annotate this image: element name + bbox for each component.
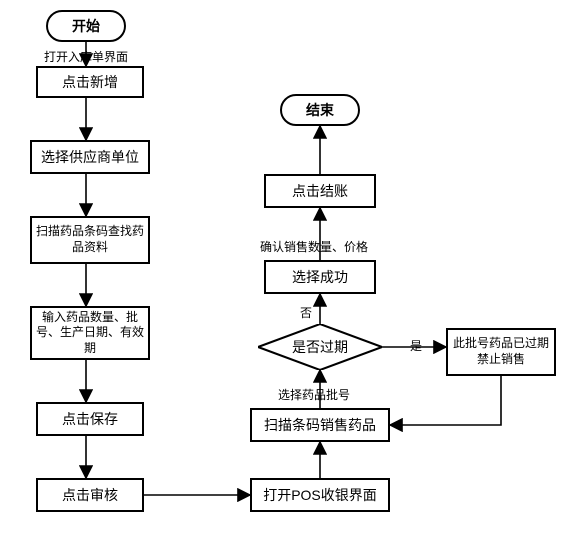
end-label: 结束 <box>306 101 334 119</box>
checkout-node: 点击结账 <box>264 174 376 208</box>
start-node: 开始 <box>46 10 126 42</box>
audit-label: 点击审核 <box>62 486 118 504</box>
forbid-node: 此批号药品已过期禁止销售 <box>446 328 556 376</box>
open-pos-label: 打开POS收银界面 <box>263 486 377 504</box>
save-label: 点击保存 <box>62 410 118 428</box>
checkout-label: 点击结账 <box>292 182 348 200</box>
select-supplier-label: 选择供应商单位 <box>41 148 139 166</box>
scan-lookup-node: 扫描药品条码查找药品资料 <box>30 216 150 264</box>
input-info-label: 输入药品数量、批号、生产日期、有效期 <box>32 310 148 357</box>
expired-decision: 是否过期 <box>258 324 382 370</box>
no-label: 否 <box>300 304 312 321</box>
end-node: 结束 <box>280 94 360 126</box>
forbid-label: 此批号药品已过期禁止销售 <box>448 336 554 367</box>
save-node: 点击保存 <box>36 402 144 436</box>
expired-label: 是否过期 <box>258 337 382 357</box>
select-ok-node: 选择成功 <box>264 260 376 294</box>
scan-lookup-label: 扫描药品条码查找药品资料 <box>32 224 148 255</box>
audit-node: 点击审核 <box>36 478 144 512</box>
open-pos-node: 打开POS收银界面 <box>250 478 390 512</box>
yes-label: 是 <box>410 337 422 354</box>
scan-sell-label: 扫描条码销售药品 <box>264 416 376 434</box>
start-label: 开始 <box>72 17 100 35</box>
select-ok-label: 选择成功 <box>292 268 348 286</box>
select-batch-label: 选择药品批号 <box>278 386 350 403</box>
scan-sell-node: 扫描条码销售药品 <box>250 408 390 442</box>
confirm-label: 确认销售数量、价格 <box>260 238 368 255</box>
input-info-node: 输入药品数量、批号、生产日期、有效期 <box>30 306 150 360</box>
add-new-node: 点击新增 <box>36 66 144 98</box>
open-inbound-label: 打开入库单界面 <box>44 48 128 65</box>
select-supplier-node: 选择供应商单位 <box>30 140 150 174</box>
add-new-label: 点击新增 <box>62 73 118 91</box>
